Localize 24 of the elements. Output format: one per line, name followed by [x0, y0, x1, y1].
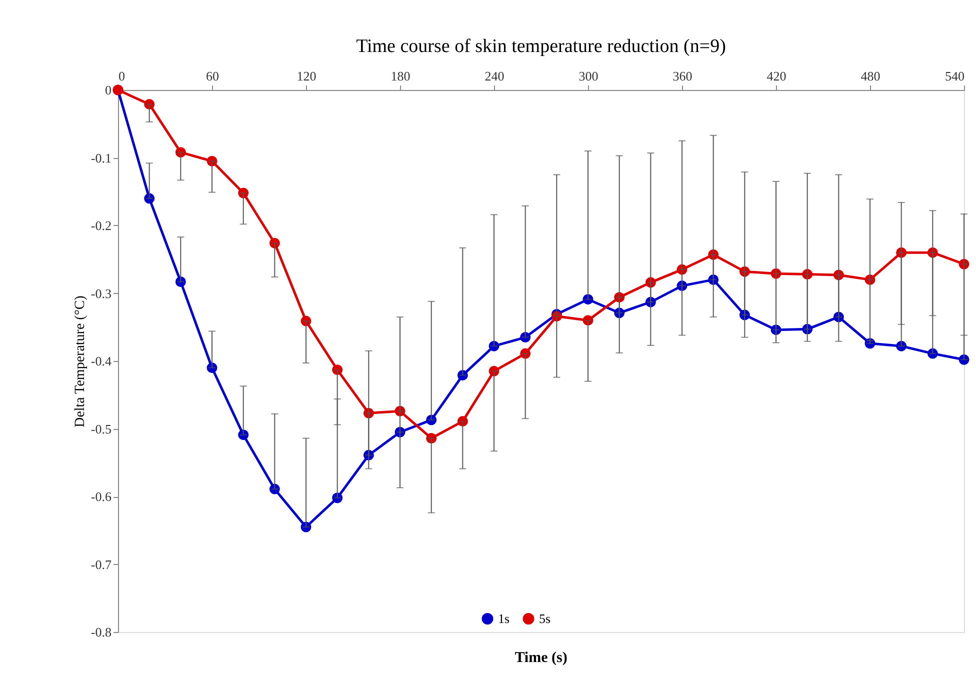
y-tick-label: -0.4 — [90, 354, 112, 368]
x-tick-label: 420 — [766, 68, 786, 84]
x-tick-label: 240 — [484, 68, 504, 84]
x-tick-label: 360 — [672, 68, 692, 84]
x-tick-label: 540 — [945, 68, 964, 84]
chart-title: Time course of skin temperature reduction (n=9) — [356, 36, 726, 57]
legend-label: 1s — [498, 610, 510, 626]
y-tick-label: -0.8 — [90, 624, 112, 640]
x-tick-label: 60 — [206, 68, 219, 84]
y-tick-label: -0.5 — [90, 421, 112, 436]
y-tick-label: 0 — [105, 82, 112, 98]
legend-label: 5s — [539, 610, 551, 626]
x-tick-label: 180 — [390, 68, 410, 84]
y-tick-label: -0.1 — [90, 150, 112, 166]
y-tick-label: -0.6 — [90, 489, 112, 504]
x-tick-label: 480 — [860, 68, 880, 84]
y-tick-label: -0.2 — [90, 218, 112, 233]
y-tick-label: -0.7 — [90, 556, 112, 572]
y-axis-title: Delta Temperature (°C) — [72, 295, 88, 428]
x-tick-label: 0 — [118, 68, 125, 84]
x-tick-label: 120 — [296, 68, 316, 84]
y-tick-label: -0.3 — [90, 286, 112, 301]
x-tick-label: 300 — [578, 68, 598, 84]
x-axis-title: Time (s) — [514, 650, 568, 666]
